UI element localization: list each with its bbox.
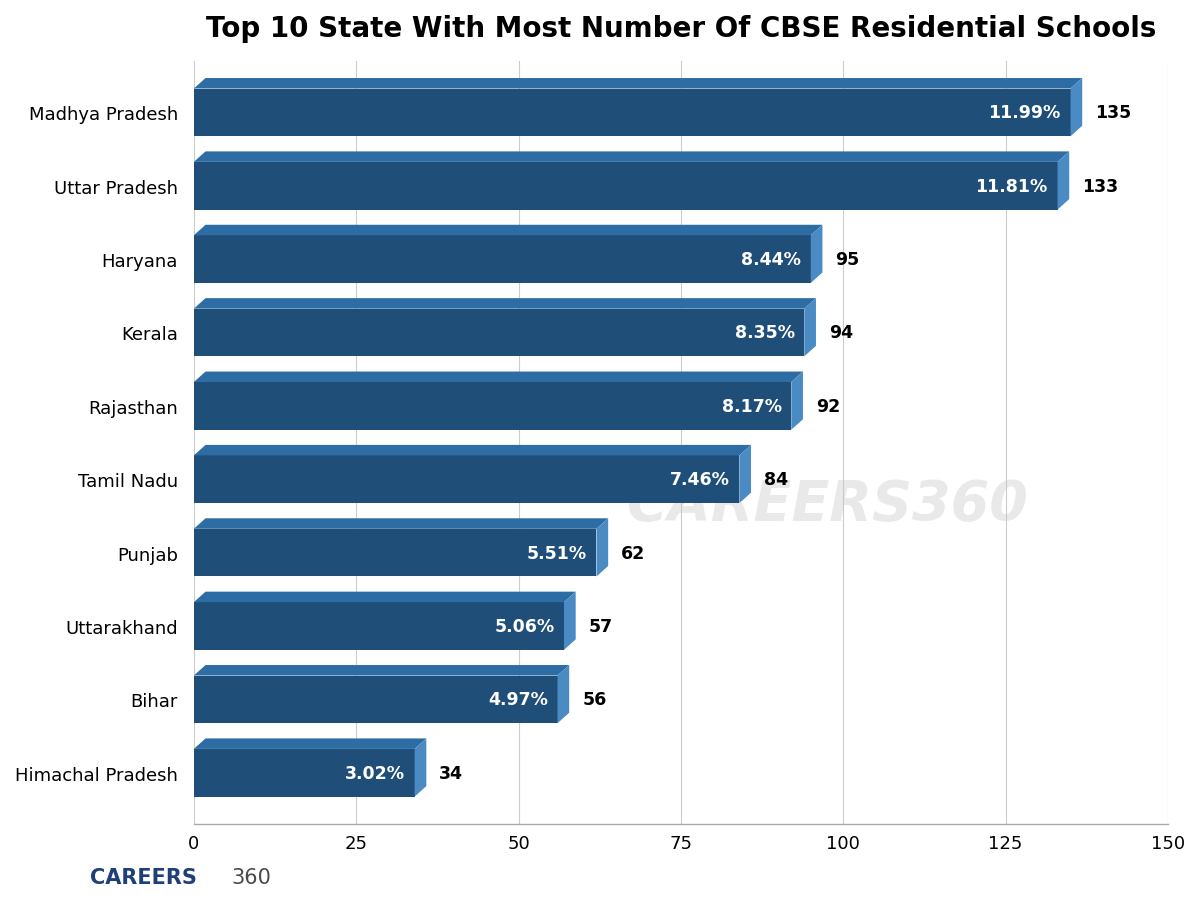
Text: 62: 62 [622,544,646,562]
Polygon shape [811,226,822,284]
Bar [194,163,1057,210]
Text: CAREERS360: CAREERS360 [626,477,1027,531]
Polygon shape [194,518,608,529]
Polygon shape [1057,153,1069,210]
Bar [194,529,596,577]
Bar [194,383,791,430]
Polygon shape [194,226,822,236]
Text: 7.46%: 7.46% [670,470,730,489]
Text: 92: 92 [816,397,840,415]
Text: 135: 135 [1096,104,1132,122]
Polygon shape [739,445,751,504]
Polygon shape [415,739,426,796]
Text: 4.97%: 4.97% [488,691,547,709]
Text: 5.06%: 5.06% [494,618,554,636]
Polygon shape [194,592,576,602]
Text: 34: 34 [439,764,463,782]
Polygon shape [564,592,576,650]
Text: 11.81%: 11.81% [976,178,1048,196]
Bar [194,310,804,357]
Polygon shape [194,79,1082,89]
Title: Top 10 State With Most Number Of CBSE Residential Schools: Top 10 State With Most Number Of CBSE Re… [205,15,1156,43]
Text: 57: 57 [589,618,613,636]
Bar [194,456,739,504]
Polygon shape [194,666,569,675]
Text: 360: 360 [232,867,271,887]
Polygon shape [804,299,816,357]
Bar [194,749,415,796]
Polygon shape [194,445,751,456]
Polygon shape [194,739,426,749]
Polygon shape [791,372,803,430]
Text: 3.02%: 3.02% [344,764,404,782]
Bar [194,89,1070,137]
Bar [194,675,558,723]
Text: 56: 56 [582,691,606,709]
Polygon shape [194,372,803,383]
Bar [194,602,564,650]
Text: 8.44%: 8.44% [742,251,802,269]
Text: 84: 84 [764,470,788,489]
Bar [194,236,811,284]
Polygon shape [194,299,816,310]
Text: 11.99%: 11.99% [989,104,1061,122]
Text: 8.35%: 8.35% [734,324,794,342]
Text: 5.51%: 5.51% [527,544,587,562]
Polygon shape [1070,79,1082,137]
Text: 95: 95 [835,251,859,269]
Text: 8.17%: 8.17% [721,397,781,415]
Polygon shape [558,666,569,723]
Text: 94: 94 [829,324,853,342]
Text: CAREERS: CAREERS [90,867,197,887]
Polygon shape [596,518,608,577]
Polygon shape [194,153,1069,163]
Text: 133: 133 [1082,178,1118,196]
